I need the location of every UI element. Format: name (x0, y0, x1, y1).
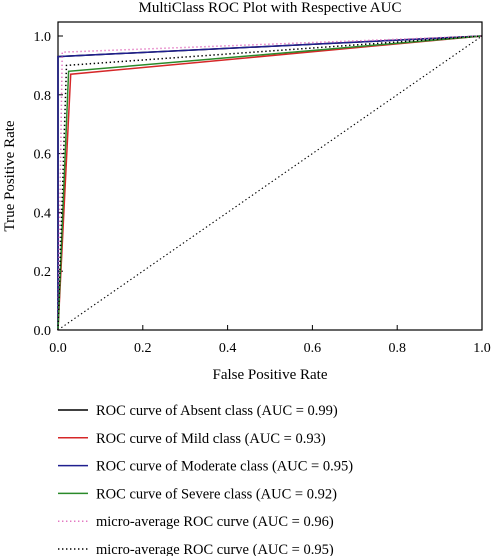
legend-label-6: micro-average ROC curve (AUC = 0.95) (96, 542, 334, 556)
chance-diagonal-line (57, 35, 483, 331)
chart-title: MultiClass ROC Plot with Respective AUC (139, 0, 402, 16)
y-tick-label: 0.6 (34, 148, 52, 163)
series-layer (57, 35, 483, 331)
x-tick-label: 0.6 (304, 341, 322, 356)
y-axis-title: True Positive Rate (2, 120, 18, 231)
legend-label-3: ROC curve of Moderate class (AUC = 0.95) (96, 459, 353, 475)
y-axis-ticks: 0.0 0.2 0.4 0.6 0.8 1.0 (34, 30, 63, 339)
y-tick-label: 0.2 (34, 265, 52, 280)
y-tick-label: 0.4 (34, 206, 52, 221)
legend-label-2: ROC curve of Mild class (AUC = 0.93) (96, 431, 326, 447)
roc-series-line-6 (57, 35, 483, 331)
legend-label-5: micro-average ROC curve (AUC = 0.96) (96, 514, 334, 530)
x-axis-ticks: 0.0 0.2 0.4 0.6 0.8 1.0 (49, 325, 491, 356)
roc-series-line-4 (57, 35, 483, 331)
y-tick-label: 0.0 (34, 324, 52, 339)
chance-line-layer (57, 35, 483, 331)
legend-label-1: ROC curve of Absent class (AUC = 0.99) (96, 403, 338, 419)
x-tick-label: 0.4 (219, 341, 237, 356)
x-axis-title: False Positive Rate (213, 367, 328, 383)
plot-area-frame (57, 21, 483, 331)
x-tick-label: 0.2 (134, 341, 152, 356)
x-tick-label: 1.0 (473, 341, 491, 356)
x-tick-label: 0.0 (49, 341, 67, 356)
y-tick-label: 0.8 (34, 89, 52, 104)
roc-series-line-3 (57, 35, 483, 330)
legend-label-4: ROC curve of Severe class (AUC = 0.92) (96, 486, 337, 502)
roc-series-line-5 (57, 35, 483, 331)
legend: ROC curve of Absent class (AUC = 0.99) RO… (58, 403, 353, 556)
y-tick-label: 1.0 (34, 30, 52, 45)
x-tick-label: 0.8 (388, 341, 406, 356)
